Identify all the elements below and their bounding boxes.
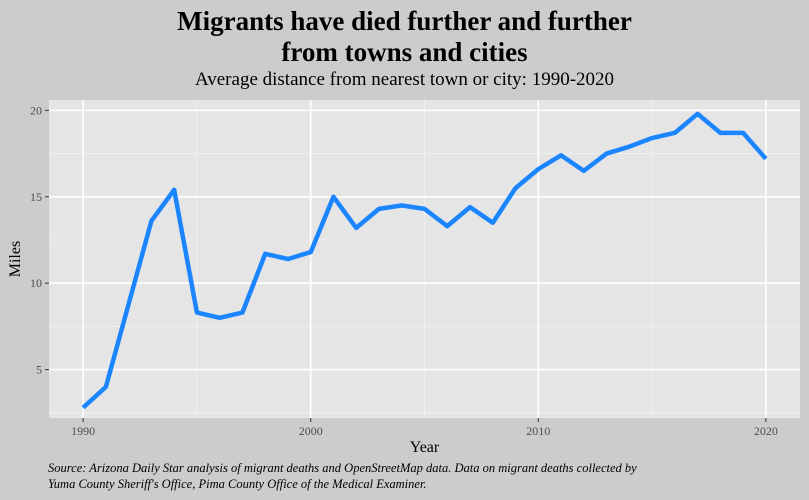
caption-line-2: Yuma County Sheriff's Office, Pima Count… [48, 477, 427, 491]
y-tick-label: 10 [30, 276, 42, 290]
title-line-2: from towns and cities [281, 37, 528, 67]
y-tick-label: 20 [30, 103, 42, 117]
chart-title: Migrants have died further and further fr… [0, 6, 809, 68]
x-tick-label: 2000 [299, 424, 323, 438]
x-tick-label: 2020 [754, 424, 778, 438]
caption-line-1: Source: Arizona Daily Star analysis of m… [48, 461, 637, 475]
title-line-1: Migrants have died further and further [177, 6, 632, 36]
y-tick-label: 15 [30, 190, 42, 204]
y-axis-label: Miles [7, 241, 24, 277]
y-tick-label: 5 [36, 363, 42, 377]
x-tick-label: 1990 [71, 424, 95, 438]
caption: Source: Arizona Daily Star analysis of m… [48, 460, 637, 492]
x-axis-label: Year [410, 439, 440, 456]
chart-subtitle: Average distance from nearest town or ci… [194, 69, 615, 90]
x-tick-label: 2010 [526, 424, 550, 438]
